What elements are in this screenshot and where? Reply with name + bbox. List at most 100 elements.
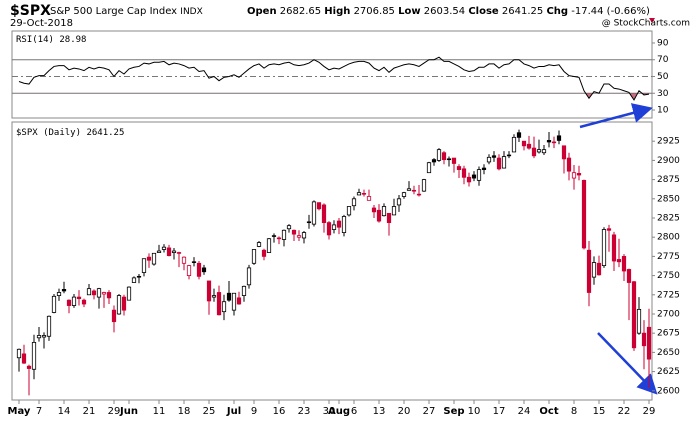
candle-body bbox=[46, 315, 52, 337]
x-tick-label: Jul bbox=[226, 406, 241, 417]
candle-body bbox=[316, 202, 322, 210]
candle-body bbox=[266, 238, 272, 253]
x-tick-label: 10 bbox=[468, 406, 481, 417]
candle-body bbox=[376, 209, 382, 222]
x-tick-label: Jun bbox=[119, 406, 138, 417]
date: 29-Oct-2018 bbox=[10, 18, 73, 29]
candle-body bbox=[151, 252, 157, 265]
candle-body bbox=[181, 256, 187, 264]
y-tick-label: 2625 bbox=[657, 367, 680, 377]
candle-body bbox=[591, 262, 597, 278]
candle-body bbox=[196, 262, 202, 277]
open-label: Open bbox=[247, 6, 277, 17]
candle-body bbox=[371, 207, 377, 213]
candle-body bbox=[321, 204, 327, 224]
candle-body bbox=[521, 140, 527, 147]
candle-body bbox=[586, 249, 592, 293]
candle-body bbox=[486, 156, 492, 163]
candle-body bbox=[16, 348, 22, 359]
candle-body bbox=[451, 157, 457, 164]
y-tick-label: 2925 bbox=[657, 137, 680, 147]
candle-body bbox=[431, 159, 437, 163]
rsi-panel bbox=[11, 30, 653, 119]
chg-label: Chg bbox=[546, 6, 568, 17]
candle-body bbox=[271, 235, 277, 237]
name: S&P 500 Large Cap Index bbox=[50, 6, 177, 17]
candle-body bbox=[216, 292, 222, 316]
y-tick-label: 2650 bbox=[657, 348, 680, 358]
candle-body bbox=[491, 155, 497, 158]
open-value: 2682.65 bbox=[280, 6, 321, 17]
x-tick-label: 24 bbox=[518, 406, 531, 417]
candle-body bbox=[71, 296, 77, 306]
candle-body bbox=[221, 301, 227, 313]
candle-body bbox=[386, 212, 392, 224]
y-tick-label: 10 bbox=[657, 106, 669, 116]
candle-body bbox=[21, 353, 27, 364]
candle-body bbox=[501, 156, 507, 169]
y-tick-label: 2600 bbox=[657, 386, 680, 396]
candle-body bbox=[301, 232, 307, 239]
credit: @ StockCharts.com bbox=[602, 19, 690, 29]
candle-body bbox=[426, 162, 432, 174]
candle-body bbox=[481, 167, 487, 171]
candle-body bbox=[101, 292, 107, 295]
candle-body bbox=[496, 157, 502, 170]
candle-body bbox=[186, 265, 192, 276]
price-panel bbox=[11, 121, 653, 401]
x-tick-label: 9 bbox=[251, 406, 257, 417]
candle-body bbox=[156, 250, 162, 253]
rsi-legend-name: RSI(14) bbox=[16, 35, 54, 45]
candle-body bbox=[141, 258, 147, 273]
candle-body bbox=[366, 196, 372, 201]
y-tick-label: 30 bbox=[657, 89, 669, 99]
candle-body bbox=[256, 242, 262, 247]
candle-body bbox=[361, 193, 367, 195]
chg-value: -17.44 (-0.66%) bbox=[571, 6, 650, 17]
high-value: 2706.85 bbox=[354, 6, 395, 17]
candle-body bbox=[246, 267, 252, 286]
low-value: 2603.54 bbox=[424, 6, 465, 17]
candle-body bbox=[396, 198, 402, 206]
candle-body bbox=[231, 292, 237, 311]
candle-body bbox=[446, 158, 452, 161]
x-tick-label: 17 bbox=[493, 406, 506, 417]
candle-body bbox=[601, 229, 607, 267]
candle-body bbox=[261, 249, 267, 257]
candle-body bbox=[546, 140, 552, 143]
x-tick-label: 14 bbox=[58, 406, 71, 417]
candle-body bbox=[581, 179, 587, 249]
candle-body bbox=[296, 235, 302, 238]
candle-body bbox=[121, 296, 127, 311]
candle-body bbox=[201, 267, 207, 273]
candle-body bbox=[636, 308, 642, 334]
rsi-legend-value: 28.98 bbox=[59, 35, 86, 45]
x-tick-label: 16 bbox=[273, 406, 286, 417]
candle-body bbox=[106, 292, 112, 299]
x-tick-label: Sep bbox=[443, 406, 464, 417]
candle-body bbox=[391, 206, 397, 216]
candle-body bbox=[166, 247, 172, 257]
x-tick-label: 11 bbox=[153, 406, 166, 417]
candle-body bbox=[576, 173, 582, 176]
y-tick-label: 2850 bbox=[657, 194, 680, 204]
candle-body bbox=[126, 286, 132, 301]
candle-body bbox=[286, 225, 292, 230]
candle-body bbox=[476, 169, 482, 181]
candle-body bbox=[406, 188, 412, 191]
y-tick-label: 2775 bbox=[657, 252, 680, 262]
candle-body bbox=[241, 285, 247, 296]
candle-body bbox=[536, 149, 542, 153]
x-tick-label: Oct bbox=[539, 406, 558, 417]
price-legend: $SPX (Daily) 2641.25 bbox=[16, 128, 124, 138]
candle-body bbox=[421, 179, 427, 192]
x-tick-label: 6 bbox=[351, 406, 357, 417]
symbol: $SPX bbox=[10, 3, 51, 19]
x-tick-label: 7 bbox=[36, 406, 42, 417]
x-tick-label: 29 bbox=[643, 406, 656, 417]
candle-body bbox=[281, 229, 287, 240]
x-tick-label: 25 bbox=[203, 406, 216, 417]
candle-body bbox=[621, 255, 627, 272]
candle-body bbox=[401, 192, 407, 197]
x-tick-label: 18 bbox=[178, 406, 191, 417]
